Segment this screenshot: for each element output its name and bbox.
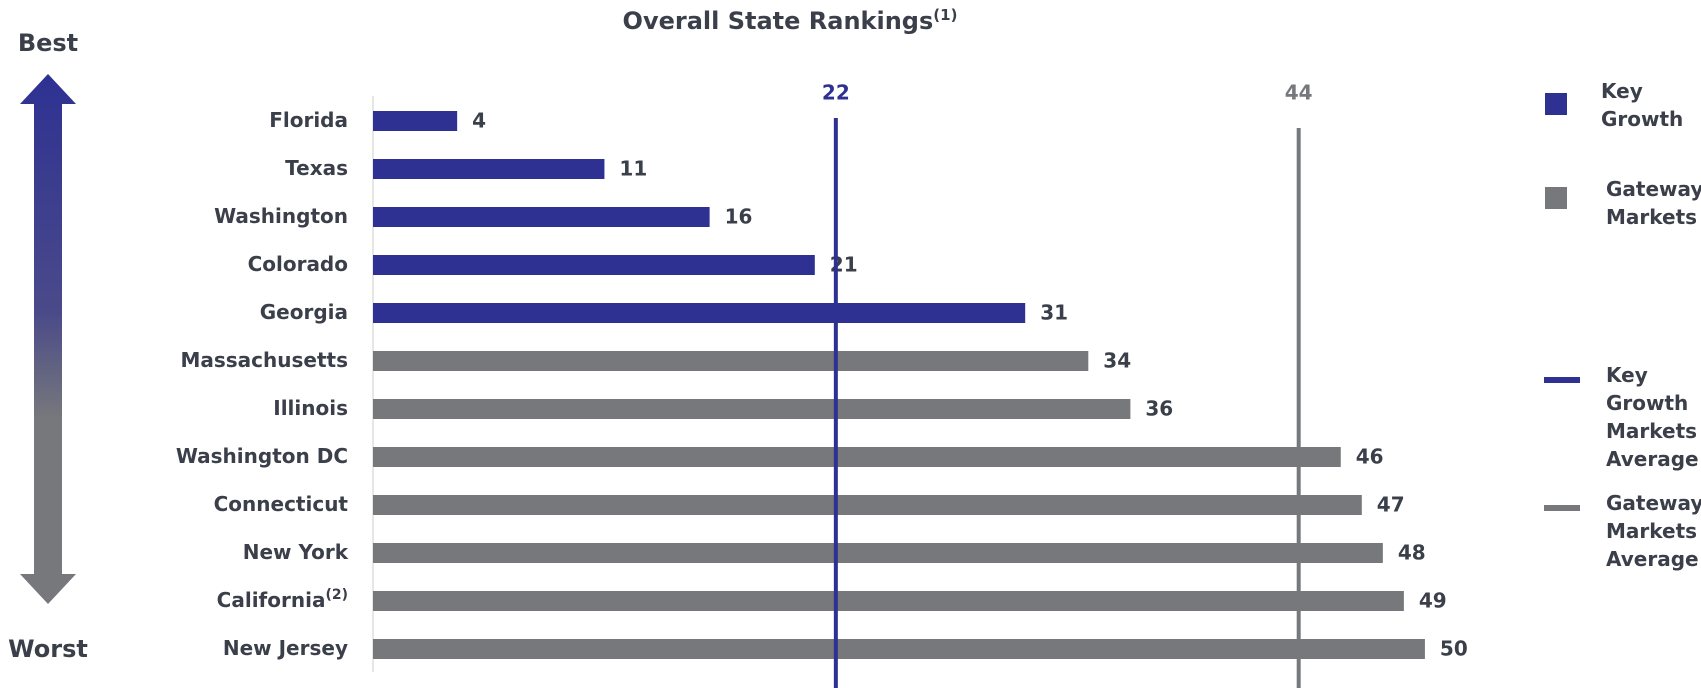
category-name: Colorado — [248, 252, 348, 276]
reference-value: 22 — [822, 81, 850, 105]
category-label: New Jersey — [223, 636, 348, 660]
bar — [373, 255, 815, 275]
bar — [373, 111, 458, 131]
category-name: Georgia — [260, 300, 348, 324]
category-label: Georgia — [260, 300, 348, 324]
legend-label: Gateway Markets Average — [1606, 491, 1701, 571]
bar — [373, 207, 710, 227]
bar — [373, 447, 1341, 467]
category-label: Texas — [285, 156, 348, 180]
category-label: Washington DC — [176, 444, 348, 468]
category-name: Washington DC — [176, 444, 348, 468]
category-label: Colorado — [248, 252, 348, 276]
category-label: Washington — [214, 204, 348, 228]
legend-label: Key Growth — [1601, 79, 1683, 131]
reference-value: 44 — [1285, 81, 1313, 105]
legend-swatch — [1545, 93, 1567, 115]
bar — [373, 399, 1131, 419]
category-name: Massachusetts — [180, 348, 348, 372]
value-label: 50 — [1440, 637, 1468, 661]
category-name: New Jersey — [223, 636, 348, 660]
category-label: Illinois — [273, 396, 348, 420]
bar — [373, 159, 605, 179]
value-label: 36 — [1145, 397, 1173, 421]
category-name: Washington — [214, 204, 348, 228]
legend-label: Gateway Markets — [1606, 177, 1701, 229]
category-name: Florida — [269, 108, 348, 132]
bar — [373, 303, 1026, 323]
category-label: Massachusetts — [180, 348, 348, 372]
worst-label: Worst — [8, 635, 88, 663]
bar — [373, 351, 1089, 371]
bar — [373, 639, 1425, 659]
value-label: 46 — [1356, 445, 1384, 469]
value-label: 4 — [472, 109, 486, 133]
category-name: Texas — [285, 156, 348, 180]
category-note: (2) — [325, 587, 348, 603]
value-label: 31 — [1040, 301, 1068, 325]
legend-swatch — [1545, 187, 1567, 209]
category-label: California(2) — [217, 587, 348, 612]
category-label: Connecticut — [214, 492, 349, 516]
value-label: 16 — [725, 205, 753, 229]
bar — [373, 543, 1383, 563]
value-label: 34 — [1103, 349, 1131, 373]
category-name: New York — [243, 540, 349, 564]
bar — [373, 591, 1404, 611]
value-label: 11 — [619, 157, 647, 181]
rank-arrow — [20, 74, 76, 604]
value-label: 47 — [1377, 493, 1405, 517]
category-label: Florida — [269, 108, 348, 132]
value-label: 49 — [1419, 589, 1447, 613]
best-label: Best — [18, 29, 78, 57]
chart-title: Overall State Rankings(1) — [623, 6, 958, 36]
category-name: Connecticut — [214, 492, 349, 516]
value-label: 48 — [1398, 541, 1426, 565]
bar — [373, 495, 1362, 515]
category-label: New York — [243, 540, 349, 564]
legend-label: Key Growth Markets Average — [1606, 363, 1699, 471]
category-name: Illinois — [273, 396, 348, 420]
category-name: California — [217, 588, 326, 612]
